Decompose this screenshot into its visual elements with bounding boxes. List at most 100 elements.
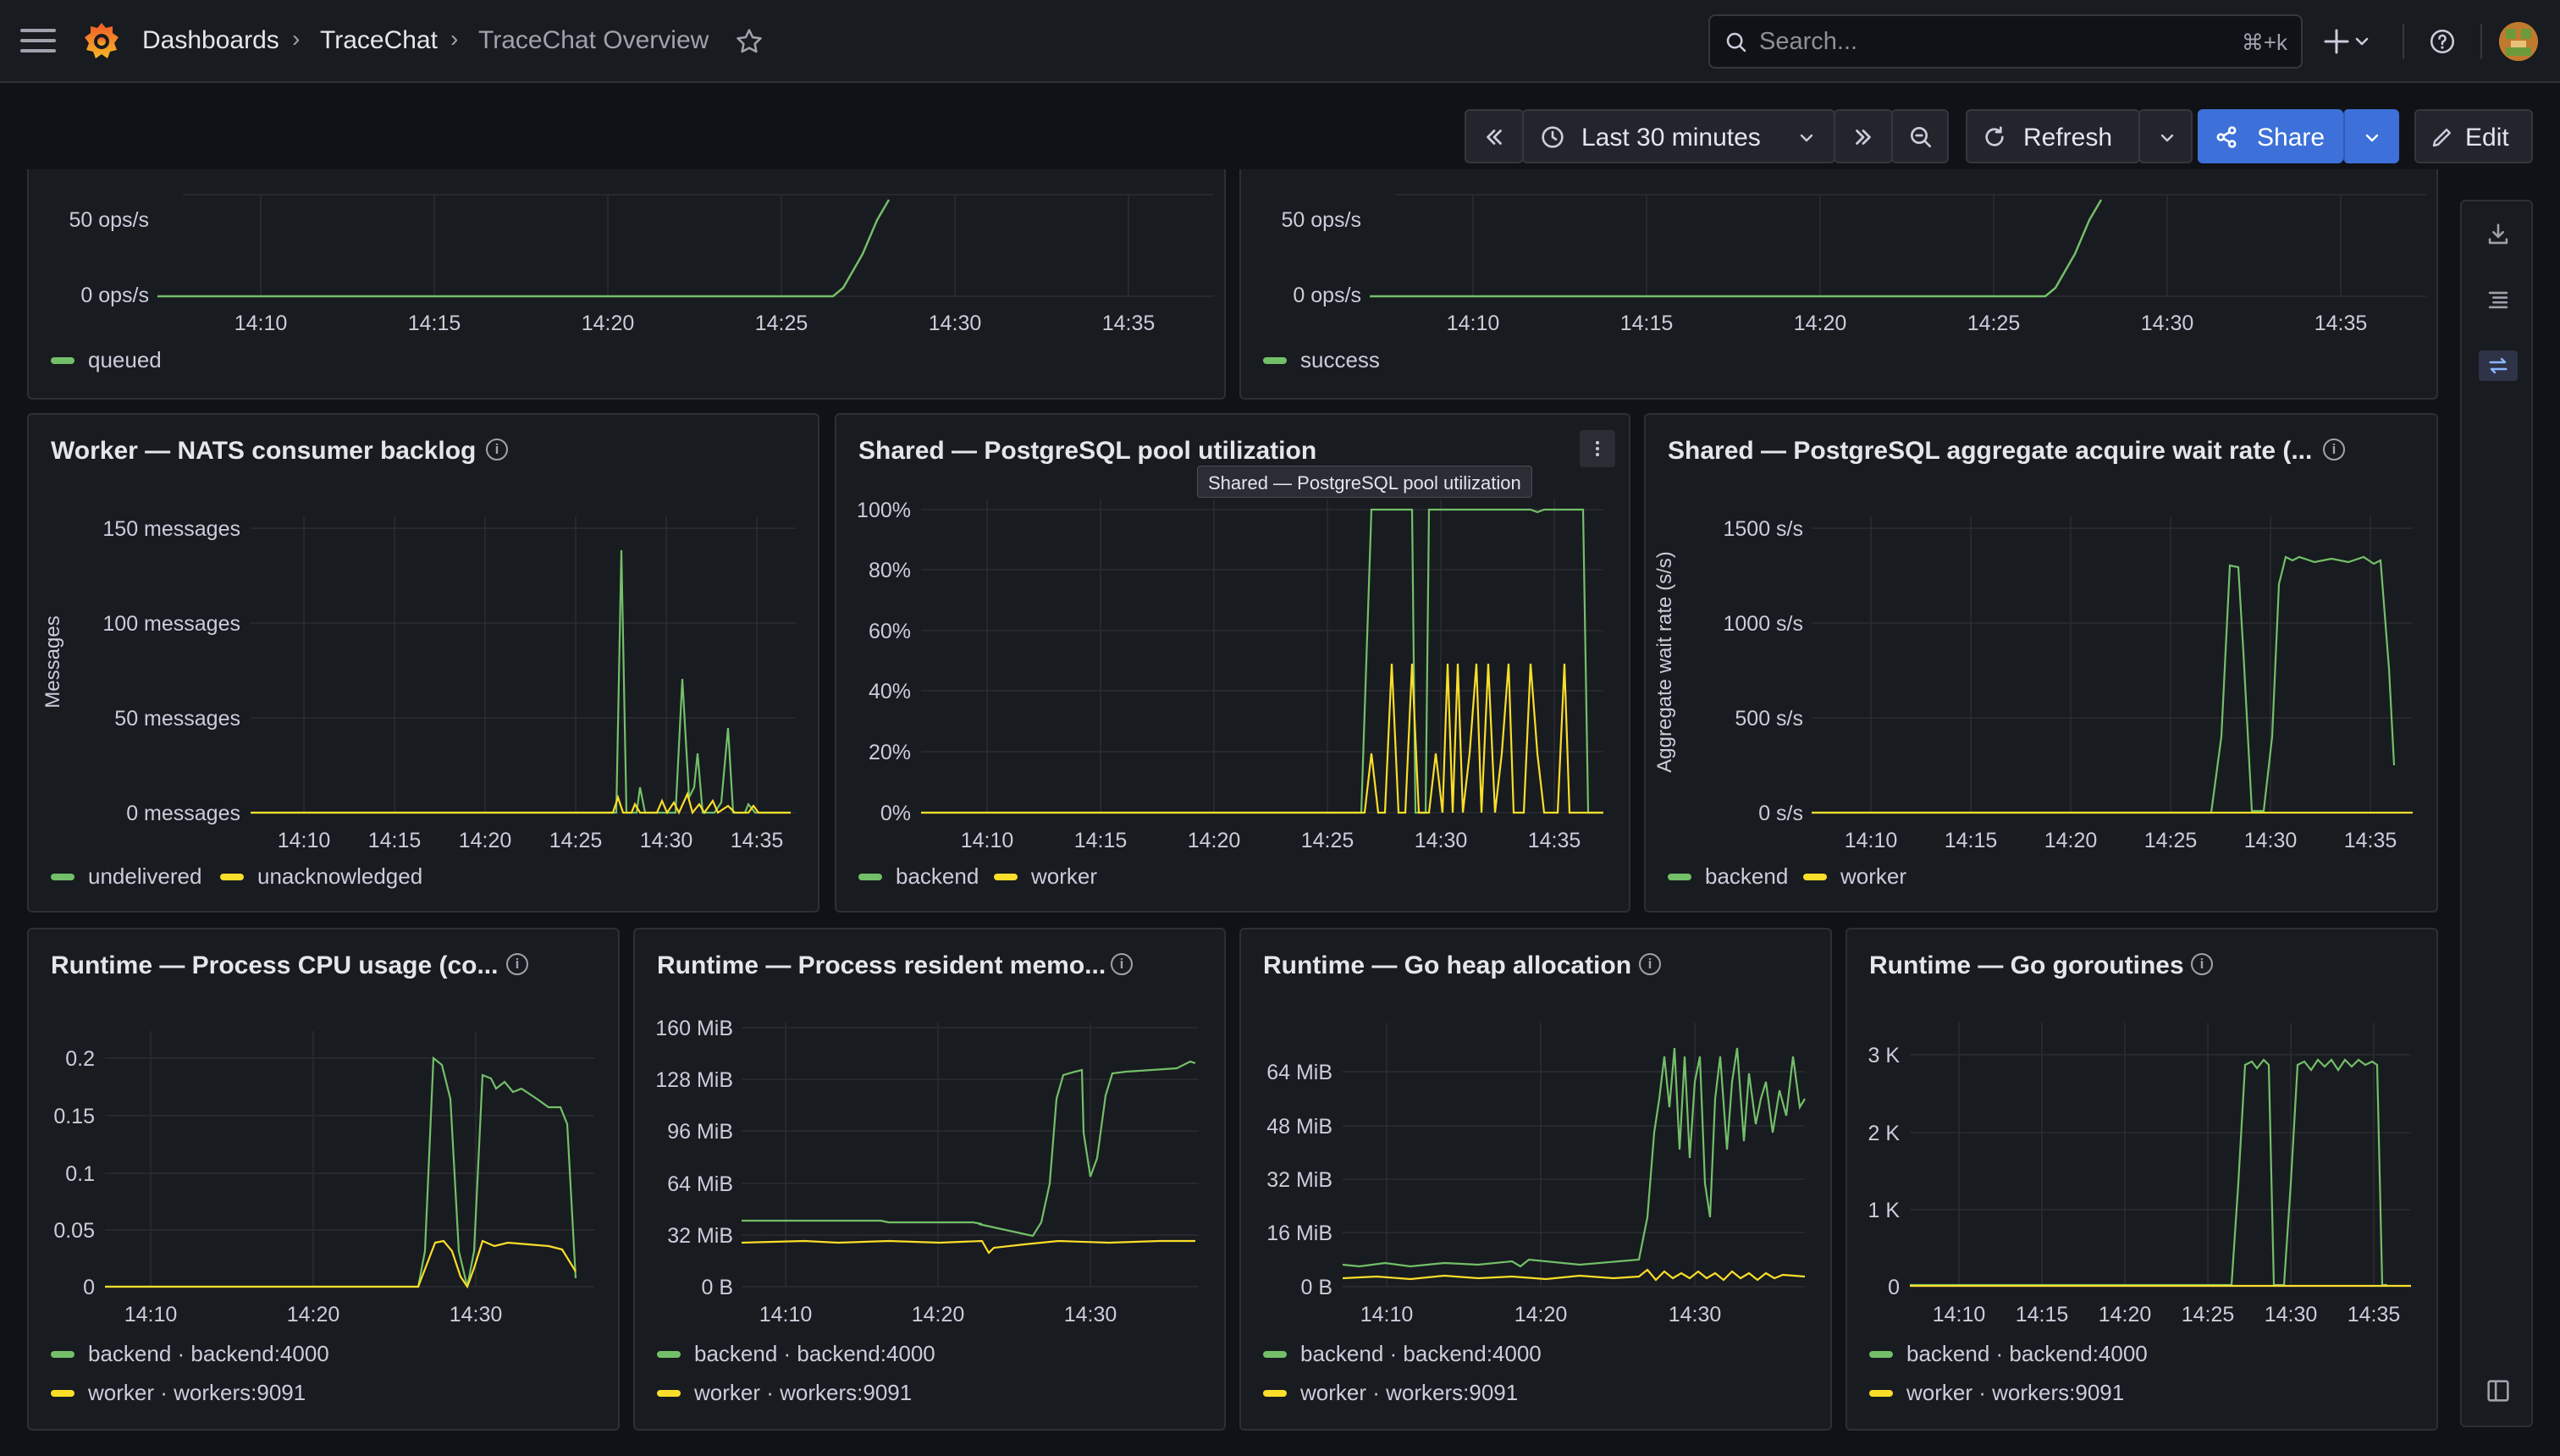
info-icon[interactable]: i [1111, 953, 1133, 975]
legend-label: backend [896, 863, 979, 889]
grafana-logo-icon[interactable] [83, 20, 120, 61]
legend-item[interactable]: backend [1668, 863, 1788, 890]
y-tick-label: 96 MiB [667, 1120, 733, 1144]
legend-item[interactable]: undelivered [51, 863, 201, 890]
legend-item[interactable]: backend · backend:4000 [51, 1341, 329, 1367]
y-tick-label: 64 MiB [667, 1172, 733, 1196]
outline-list-icon[interactable] [2484, 284, 2513, 313]
y-tick-label: 0 B [701, 1276, 733, 1299]
legend-label: backend · backend:4000 [1906, 1341, 2148, 1366]
legend-item[interactable]: backend · backend:4000 [1869, 1341, 2148, 1367]
edit-button[interactable]: Edit [2414, 109, 2533, 163]
x-tick-label: 14:35 [731, 829, 784, 852]
info-icon[interactable]: i [2191, 953, 2213, 975]
legend-item[interactable]: backend · backend:4000 [1263, 1341, 1542, 1367]
x-tick-label: 14:10 [124, 1303, 178, 1326]
legend-swatch [1263, 1350, 1287, 1358]
legend-label: backend [1705, 863, 1789, 889]
y-axis-label: Messages [41, 615, 64, 708]
legend-item[interactable]: queued [51, 347, 162, 373]
series-line-backend [1812, 555, 2396, 814]
legend-item[interactable]: worker [994, 863, 1097, 890]
refresh-interval-dropdown[interactable] [2138, 109, 2193, 163]
panel-title: Runtime — Process CPU usage (co... [51, 951, 499, 979]
zoom-out-button[interactable] [1891, 109, 1949, 163]
y-tick-label: 0.05 [53, 1219, 95, 1243]
download-icon[interactable] [2484, 220, 2513, 249]
legend-item[interactable]: success [1263, 347, 1380, 373]
breadcrumb-dashboards[interactable]: Dashboards [142, 26, 279, 54]
legend-item[interactable]: worker [1803, 863, 1906, 890]
y-tick-label: 160 MiB [655, 1017, 733, 1040]
time-back-button[interactable] [1465, 109, 1524, 163]
y-tick-label: 500 s/s [1735, 707, 1803, 731]
edit-label: Edit [2465, 124, 2509, 152]
legend-swatch [51, 873, 74, 880]
legend-item[interactable]: backend · backend:4000 [657, 1341, 935, 1367]
breadcrumb-folder[interactable]: TraceChat [320, 26, 438, 54]
info-icon[interactable]: i [506, 953, 528, 975]
x-tick-label: 14:15 [2016, 1303, 2069, 1326]
star-icon[interactable] [735, 27, 764, 56]
info-icon[interactable]: i [1639, 953, 1661, 975]
new-plus-button[interactable] [2323, 22, 2377, 61]
time-range-picker[interactable]: Last 30 minutes [1522, 109, 1835, 163]
user-avatar[interactable] [2499, 22, 2538, 61]
y-axis-label: Aggregate wait rate (s/s) [1653, 551, 1676, 772]
panel-go-heap[interactable]: Runtime — Go heap allocation i 64 MiB 48… [1239, 928, 1832, 1431]
legend-item[interactable]: worker · workers:9091 [51, 1380, 306, 1406]
legend-item[interactable]: worker · workers:9091 [1869, 1380, 2124, 1406]
y-tick-label: 20% [869, 741, 911, 764]
x-tick-label: 14:35 [1102, 312, 1156, 335]
legend-swatch [657, 1389, 681, 1397]
share-button[interactable]: Share [2198, 109, 2343, 163]
panel-process-memory[interactable]: Runtime — Process resident memo... i 160… [633, 928, 1226, 1431]
series-line-backend [1342, 1047, 1806, 1268]
x-tick-label: 14:35 [2344, 829, 2397, 852]
info-icon[interactable]: i [2323, 438, 2345, 461]
panel-menu-button[interactable] [1580, 430, 1615, 467]
chevron-down-icon [2365, 134, 2379, 142]
x-tick-label: 14:30 [450, 1303, 503, 1326]
legend-item[interactable]: worker · workers:9091 [657, 1380, 912, 1406]
y-tick-label: 50 messages [114, 707, 240, 731]
panel-process-cpu[interactable]: Runtime — Process CPU usage (co... i 0.2… [27, 928, 620, 1431]
legend-swatch [1263, 1389, 1287, 1397]
legend-label: queued [88, 347, 162, 372]
y-tick-label: 50 ops/s [1281, 208, 1361, 232]
x-tick-label: 14:10 [961, 829, 1014, 852]
share-options-dropdown[interactable] [2343, 109, 2399, 163]
x-tick-label: 14:25 [1301, 829, 1354, 852]
legend-item[interactable]: worker · workers:9091 [1263, 1380, 1518, 1406]
time-forward-button[interactable] [1834, 109, 1893, 163]
panel-title: Shared — PostgreSQL aggregate acquire wa… [1668, 437, 2313, 465]
legend-swatch [858, 873, 882, 880]
right-sidebar-rail [2460, 200, 2533, 1427]
search-input[interactable]: Search... ⌘+k [1708, 14, 2303, 69]
y-tick-label: 150 messages [102, 517, 240, 541]
y-tick-label: 3 K [1868, 1044, 1900, 1067]
panel-pg-acquire-wait-rate[interactable]: Shared — PostgreSQL aggregate acquire wa… [1644, 413, 2438, 913]
panel-go-goroutines[interactable]: Runtime — Go goroutines i 3 K 2 K 1 K 0 … [1846, 928, 2438, 1431]
x-tick-label: 14:15 [1620, 312, 1674, 335]
y-tick-label: 0 ops/s [1293, 284, 1361, 307]
refresh-button[interactable]: Refresh [1966, 109, 2140, 163]
legend-swatch [657, 1350, 681, 1358]
clock-icon [1542, 126, 1564, 148]
legend-item[interactable]: backend [858, 863, 979, 890]
dock-sidebar-icon[interactable] [2484, 1376, 2513, 1405]
transform-toggle[interactable] [2479, 350, 2518, 381]
x-tick-label: 14:30 [640, 829, 693, 852]
y-tick-label: 40% [869, 680, 911, 703]
panel-queued-ops[interactable]: 50 ops/s 0 ops/s 14:10 14:15 14:20 14:25… [27, 169, 1226, 400]
x-tick-label: 14:15 [408, 312, 461, 335]
legend-item[interactable]: unacknowledged [220, 863, 422, 890]
help-icon[interactable] [2428, 27, 2457, 56]
series-line-backend [921, 508, 1603, 814]
y-tick-label: 60% [869, 620, 911, 643]
info-icon[interactable]: i [486, 438, 508, 461]
y-tick-label: 16 MiB [1266, 1222, 1332, 1245]
panel-nats-backlog[interactable]: Worker — NATS consumer backlog i Message… [27, 413, 819, 913]
menu-icon[interactable] [20, 27, 56, 54]
panel-success-ops[interactable]: 50 ops/s 0 ops/s 14:10 14:15 14:20 14:25… [1239, 169, 2438, 400]
